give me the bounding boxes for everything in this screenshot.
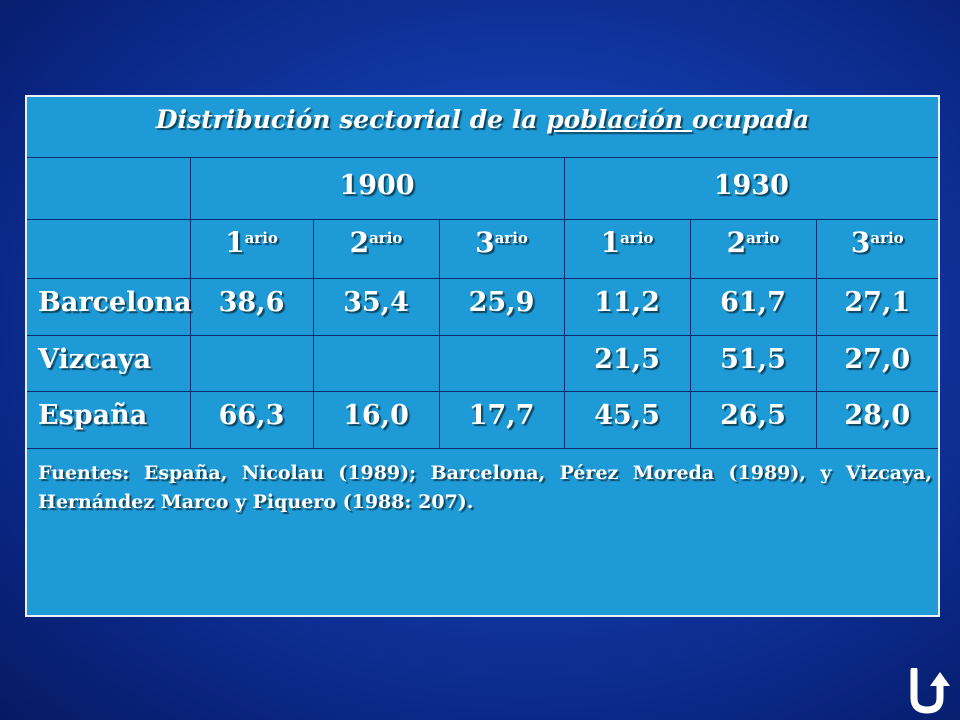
sector-number: 2	[349, 225, 370, 259]
region-label: Barcelona	[25, 277, 192, 336]
empty-header-cell	[25, 156, 191, 220]
value-cell: 35,4	[312, 277, 440, 336]
region-label: Vizcaya	[25, 334, 191, 392]
sector-suffix: ario	[494, 228, 528, 247]
sector-header: 1ario	[189, 218, 314, 279]
value-cell: 25,9	[438, 277, 565, 336]
value-cell	[438, 334, 565, 392]
value-cell: 16,0	[312, 390, 440, 449]
table-row: España 66,3 16,0 17,7 45,5 26,5 28,0	[25, 390, 940, 449]
sector-header: 3ario	[815, 218, 940, 279]
sector-suffix: ario	[244, 228, 278, 247]
title-suffix: ocupada	[691, 105, 810, 134]
region-label: España	[25, 390, 191, 449]
empty-header-cell	[25, 218, 191, 279]
value-cell: 28,0	[815, 390, 940, 449]
value-cell: 51,5	[689, 334, 817, 392]
year-header: 1930	[563, 156, 940, 220]
title-link[interactable]: población	[546, 105, 692, 134]
sector-header: 2ario	[312, 218, 440, 279]
value-cell: 26,5	[689, 390, 817, 449]
sector-suffix: ario	[620, 228, 654, 247]
sector-number: 2	[726, 225, 747, 259]
value-cell: 38,6	[189, 277, 314, 336]
sector-number: 3	[475, 225, 495, 259]
sector-number: 1	[225, 225, 245, 259]
value-cell: 61,7	[689, 277, 817, 336]
table-title: Distribución sectorial de la población o…	[25, 96, 940, 158]
sector-header: 2ario	[689, 218, 817, 279]
year-header: 1900	[189, 156, 565, 220]
table-row: Barcelona 38,6 35,4 25,9 11,2 61,7 27,1	[25, 277, 940, 336]
value-cell: 17,7	[438, 390, 565, 449]
value-cell	[312, 334, 440, 392]
sector-header: 1ario	[563, 218, 691, 279]
sector-header: 3ario	[438, 218, 565, 279]
value-cell: 45,5	[563, 390, 691, 449]
return-arrow-icon[interactable]	[902, 668, 952, 714]
sector-suffix: ario	[870, 228, 904, 247]
value-cell: 21,5	[563, 334, 691, 392]
title-prefix: Distribución sectorial de la	[155, 105, 547, 134]
data-table: Distribución sectorial de la población o…	[25, 95, 941, 617]
sector-number: 1	[600, 225, 621, 259]
value-cell: 27,0	[815, 334, 940, 392]
source-note: Fuentes: España, Nicolau (1989); Barcelo…	[25, 447, 940, 617]
value-cell: 11,2	[563, 277, 691, 336]
value-cell: 27,1	[815, 277, 940, 336]
value-cell: 66,3	[189, 390, 314, 449]
value-cell	[189, 334, 314, 392]
sector-suffix: ario	[746, 228, 780, 247]
sector-suffix: ario	[369, 228, 403, 247]
sector-number: 3	[850, 225, 871, 259]
table-row: Vizcaya 21,5 51,5 27,0	[25, 334, 940, 392]
